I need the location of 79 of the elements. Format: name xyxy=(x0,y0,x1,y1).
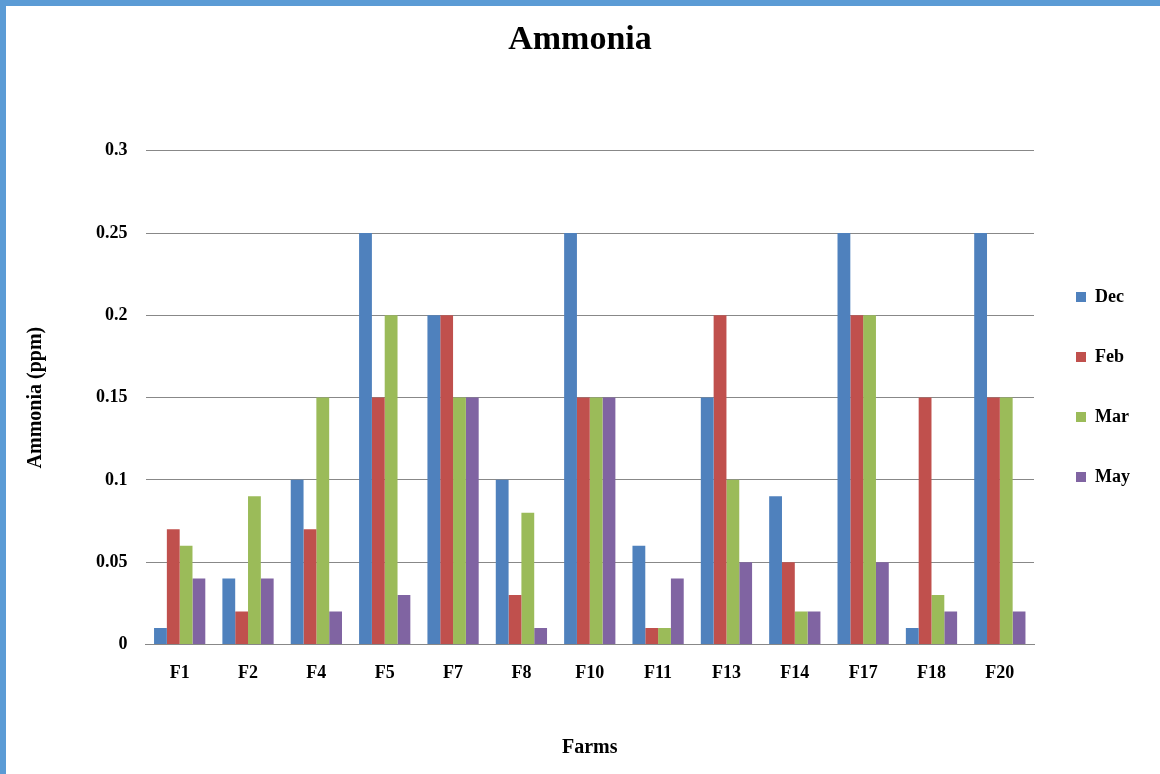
bar xyxy=(700,397,714,644)
bar xyxy=(154,627,167,644)
y-tick-label: 0.25 xyxy=(96,221,128,242)
bar xyxy=(290,479,304,644)
bar xyxy=(713,315,727,644)
legend-label: May xyxy=(1095,465,1131,486)
bar xyxy=(495,479,509,644)
bar xyxy=(905,627,919,644)
bar xyxy=(602,397,616,644)
bar xyxy=(645,627,659,644)
y-tick-label: 0.05 xyxy=(96,550,128,571)
x-tick-label: F2 xyxy=(238,661,259,682)
bar xyxy=(875,562,889,644)
bar xyxy=(316,397,330,644)
bar xyxy=(397,595,411,644)
bar xyxy=(769,496,782,644)
bar xyxy=(384,315,398,644)
bar xyxy=(465,397,479,644)
y-tick-label: 0.2 xyxy=(105,303,128,324)
bar xyxy=(837,233,851,644)
bar xyxy=(235,611,249,644)
bar xyxy=(670,578,684,644)
bar xyxy=(192,578,206,644)
x-tick-label: F20 xyxy=(985,661,1015,682)
x-tick-label: F13 xyxy=(711,661,741,682)
bar xyxy=(303,529,317,644)
y-tick-label: 0.1 xyxy=(105,468,128,489)
x-tick-label: F4 xyxy=(306,661,327,682)
bar xyxy=(794,611,808,644)
bar xyxy=(427,315,441,644)
bar xyxy=(359,233,372,644)
x-axis-title: Farms xyxy=(561,735,618,758)
bar xyxy=(508,595,522,644)
legend-label: Feb xyxy=(1095,345,1125,366)
x-tick-label: F7 xyxy=(443,661,464,682)
bar xyxy=(658,627,671,644)
bar xyxy=(440,315,454,644)
bar xyxy=(931,595,945,644)
chart-title: Ammonia xyxy=(508,19,652,57)
y-tick-label: 0.3 xyxy=(105,139,128,160)
x-tick-label: F11 xyxy=(644,661,673,682)
bar xyxy=(260,578,274,644)
x-tick-label: F1 xyxy=(169,661,190,682)
bar xyxy=(863,315,876,644)
bar xyxy=(453,397,466,644)
y-tick-label: 0 xyxy=(118,633,128,654)
bar xyxy=(739,562,753,644)
y-tick-label: 0.15 xyxy=(96,386,128,407)
bar xyxy=(807,611,821,644)
bar xyxy=(632,545,646,644)
y-axis-title: Ammonia (ppm) xyxy=(23,326,47,469)
legend-label: Dec xyxy=(1095,285,1124,306)
bar xyxy=(521,512,535,644)
bar xyxy=(944,611,958,644)
x-tick-label: F14 xyxy=(780,661,810,682)
bar xyxy=(974,233,988,644)
x-tick-label: F10 xyxy=(575,661,605,682)
bar xyxy=(179,545,193,644)
bar xyxy=(534,627,548,644)
bar xyxy=(576,397,590,644)
x-tick-label: F5 xyxy=(374,661,395,682)
bar xyxy=(726,479,740,644)
bar xyxy=(1012,611,1026,644)
bar xyxy=(589,397,603,644)
bar xyxy=(329,611,342,644)
legend-label: Mar xyxy=(1095,405,1129,426)
x-tick-label: F18 xyxy=(916,661,946,682)
bar xyxy=(850,315,864,644)
bar xyxy=(248,496,261,644)
bar xyxy=(999,397,1013,644)
bar xyxy=(987,397,1000,644)
x-tick-label: F17 xyxy=(848,661,878,682)
bar xyxy=(564,233,577,644)
bar xyxy=(918,397,932,644)
bar xyxy=(781,562,795,644)
x-tick-label: F8 xyxy=(511,661,532,682)
bar xyxy=(371,397,385,644)
bar xyxy=(166,529,180,644)
bar xyxy=(222,578,236,644)
